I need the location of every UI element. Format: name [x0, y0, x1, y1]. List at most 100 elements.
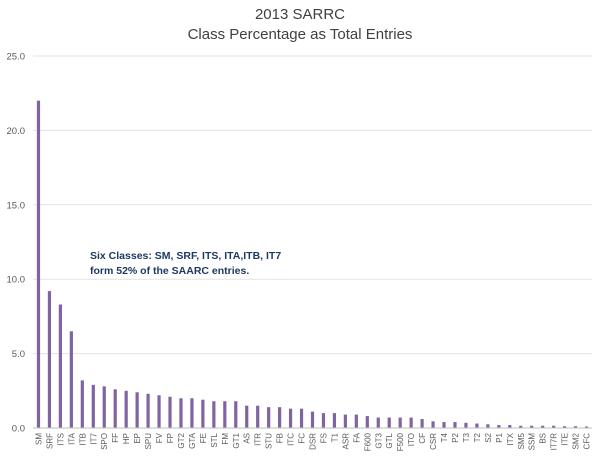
bar-s2 [486, 424, 490, 428]
x-tick-label-cfc: CFC [583, 433, 592, 450]
x-tick-label-fm: FM [221, 433, 230, 445]
bar-asr [343, 414, 347, 428]
x-tick-label-itc: ITC [287, 433, 296, 446]
x-tick-label-dsr: DSR [309, 433, 318, 450]
x-tick-label-gta: GTA [188, 432, 197, 449]
bar-sm5 [519, 425, 523, 428]
bar-fe [201, 399, 205, 428]
bar-gta [190, 398, 194, 428]
x-tick-label-p2: P2 [451, 432, 460, 442]
bar-hp [124, 390, 128, 428]
x-tick-label-fv: FV [155, 432, 164, 443]
x-tick-label-gt1: GT1 [232, 432, 241, 448]
bar-p1 [497, 425, 501, 428]
bar-its [58, 304, 63, 428]
x-tick-label-fe: FE [199, 433, 208, 443]
bar-fa [354, 414, 358, 428]
bar-spo [102, 386, 106, 428]
x-tick-label-sm2: SM2 [572, 432, 581, 449]
x-tick-label-fb: FB [276, 433, 285, 443]
bar-gt3 [376, 417, 380, 428]
y-tick-label: 0.0 [12, 424, 25, 435]
x-tick-label-f500: F500 [396, 432, 405, 451]
x-tick-label-srf: SRF [45, 433, 54, 449]
annotation-line-2: form 52% of the SAARC entries. [90, 265, 249, 277]
y-axis-ticks: 0.0 5.0 10.0 15.0 20.0 25.0 [7, 52, 26, 435]
x-tick-label-bs: BS [539, 433, 548, 444]
x-tick-label-sm5: SM5 [517, 432, 526, 449]
x-tick-label-ito: ITO [407, 433, 416, 446]
x-tick-label-ita: ITA [67, 432, 76, 445]
bar-fp [168, 396, 172, 428]
x-tick-label-hp: HP [122, 433, 131, 444]
bar-itr [256, 405, 260, 428]
x-tick-label-f600: F600 [363, 432, 372, 451]
x-tick-label-itb: ITB [78, 433, 87, 445]
x-tick-label-gt3: GT3 [374, 432, 383, 448]
bar-t3 [464, 422, 468, 428]
bar-gt2 [179, 398, 183, 428]
bar-fb [278, 407, 282, 428]
x-tick-label-itr: ITR [254, 433, 263, 446]
x-axis-labels: SM SRF ITS ITA ITB IT7 SPO FF HP EP SPU FV FP GT2 GTA F… [34, 432, 591, 451]
x-tick-label-fp: FP [166, 433, 175, 443]
bar-stl [212, 401, 216, 428]
x-tick-label-gt2: GT2 [177, 432, 186, 448]
x-tick-label-ite: ITE [561, 433, 570, 445]
x-tick-label-it7r: IT7R [550, 433, 559, 451]
bar-sm2 [573, 426, 578, 428]
x-tick-label-fc: FC [298, 433, 307, 444]
x-tick-label-sm: SM [34, 433, 43, 445]
x-tick-label-itx: ITX [506, 432, 515, 445]
bar-bs [541, 425, 545, 428]
bar-ff [113, 389, 117, 428]
bar-cf [420, 419, 424, 428]
bar-sm [36, 100, 41, 428]
bar-ito [409, 417, 413, 428]
bar-fv [157, 395, 161, 428]
bar-spu [146, 393, 150, 428]
x-tick-label-cf: CF [418, 433, 427, 444]
bar-t4 [442, 422, 446, 428]
bar-itb [80, 380, 84, 428]
y-tick-label: 15.0 [7, 200, 26, 211]
bars [36, 100, 589, 428]
x-tick-label-fs: FS [319, 433, 328, 443]
bar-t1 [332, 413, 337, 428]
bar-csr [431, 421, 435, 428]
x-tick-label-it7: IT7 [89, 432, 98, 444]
x-tick-label-t3: T3 [462, 432, 471, 442]
bar-fs [321, 413, 326, 428]
x-tick-label-spo: SPO [100, 433, 109, 450]
x-tick-label-t4: T4 [440, 432, 449, 442]
bar-f600 [365, 416, 369, 428]
bar-ep [135, 392, 139, 428]
gridlines [33, 55, 592, 355]
bar-ssm [530, 425, 534, 428]
bar-as [245, 405, 249, 428]
y-tick-label: 5.0 [12, 349, 25, 360]
x-tick-label-t1: T1 [330, 432, 339, 442]
bar-dsr [310, 411, 315, 428]
x-tick-label-stl: STL [210, 432, 219, 447]
bar-gtl [387, 417, 391, 428]
x-tick-label-asr: ASR [341, 433, 350, 450]
bar-fm [223, 401, 227, 428]
x-tick-label-p1: P1 [495, 432, 504, 442]
bar-p2 [453, 422, 457, 428]
bar-itx [508, 425, 512, 428]
x-tick-label-ep: EP [133, 433, 142, 444]
y-tick-label: 25.0 [7, 52, 26, 63]
x-tick-label-ff: FF [111, 433, 120, 443]
x-tick-label-s2: S2 [484, 432, 493, 442]
bar-ite [562, 426, 567, 428]
chart-subtitle: Class Percentage as Total Entries [188, 26, 413, 43]
chart-title: 2013 SARRC [255, 6, 345, 23]
x-tick-label-as: AS [243, 433, 252, 444]
bar-stu [267, 407, 271, 428]
bar-ita [69, 331, 73, 428]
x-tick-label-stu: STU [265, 433, 274, 449]
x-tick-label-gtl: GTL [385, 432, 394, 448]
x-tick-label-spu: SPU [144, 433, 153, 450]
